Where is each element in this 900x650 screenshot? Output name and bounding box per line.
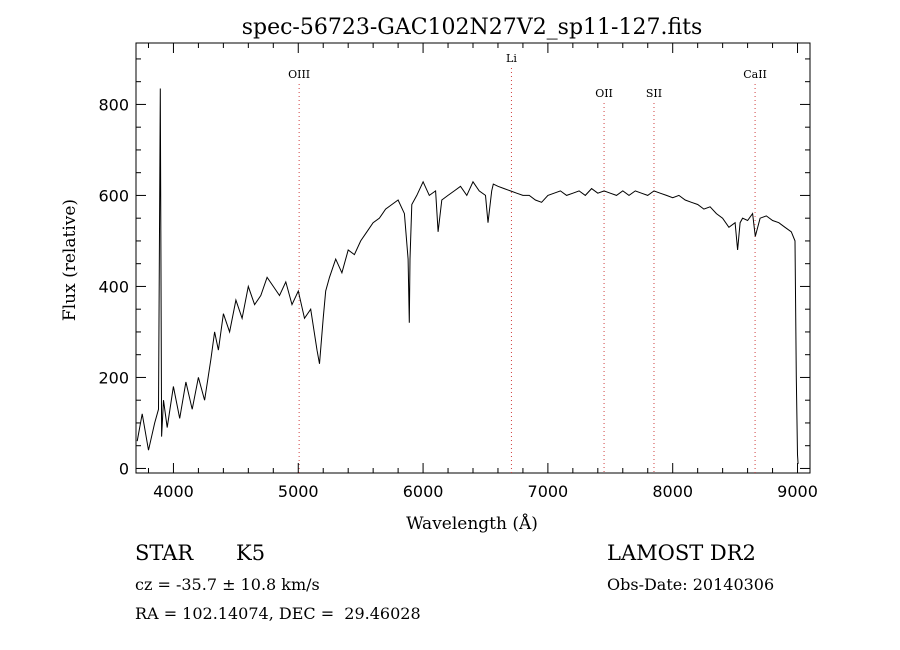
y-tick-label: 400: [98, 277, 129, 296]
x-tick-label: 6000: [403, 482, 444, 501]
y-tick-label: 0: [119, 459, 129, 478]
x-tick-label: 4000: [153, 482, 194, 501]
object-type: STAR: [135, 541, 194, 565]
line-marker-label: Li: [506, 52, 517, 65]
y-axis-label: Flux (relative): [60, 199, 80, 321]
survey-name: LAMOST DR2: [607, 541, 756, 565]
x-axis-label: Wavelength (Å): [406, 513, 538, 534]
x-tick-label: 7000: [528, 482, 569, 501]
sky-coordinates: RA = 102.14074, DEC = 29.46028: [135, 604, 421, 623]
y-tick-label: 800: [98, 95, 129, 114]
y-tick-label: 200: [98, 368, 129, 387]
y-tick-label: 600: [98, 186, 129, 205]
line-marker-label: OIII: [288, 68, 310, 81]
spectrum-series-line: [136, 88, 799, 464]
line-marker-label: OII: [595, 87, 613, 100]
observation-date: Obs-Date: 20140306: [607, 575, 775, 594]
x-tick-label: 8000: [652, 482, 693, 501]
x-tick-label: 5000: [278, 482, 319, 501]
chart-title: spec-56723-GAC102N27V2_sp11-127.fits: [242, 15, 703, 40]
line-marker-label: SII: [646, 87, 662, 100]
spectral-subclass: K5: [236, 541, 266, 565]
x-tick-label: 9000: [777, 482, 818, 501]
line-marker-label: CaII: [743, 68, 767, 81]
plot-frame: [135, 42, 811, 474]
redshift-velocity: cz = -35.7 ± 10.8 km/s: [135, 575, 320, 594]
